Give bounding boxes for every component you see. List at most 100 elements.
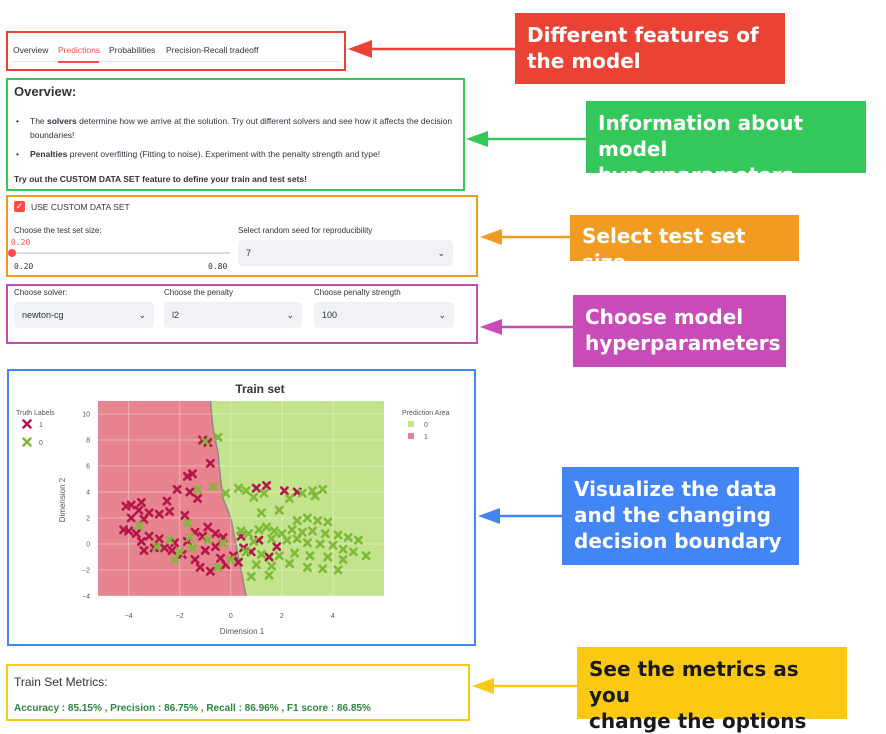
solver-select[interactable]: newton-cg ⌄ xyxy=(14,302,154,328)
x-tick-label: 0 xyxy=(229,613,233,620)
data-point-class-0 xyxy=(305,551,315,561)
x-tick-label: 4 xyxy=(331,613,335,620)
penalty-select-value: l2 xyxy=(172,310,180,320)
test-size-slider-thumb[interactable] xyxy=(8,249,16,257)
tabs-divider xyxy=(12,61,340,62)
data-point-class-1 xyxy=(262,481,272,490)
data-point-class-0 xyxy=(323,552,333,562)
x-marker-stroke xyxy=(218,538,228,548)
x-marker-stroke xyxy=(251,560,261,570)
data-point-class-1 xyxy=(131,529,141,539)
x-marker-stroke xyxy=(185,487,195,497)
strength-select-value: 100 xyxy=(322,310,338,320)
x-marker-stroke xyxy=(315,539,325,549)
seed-select-value: 7 xyxy=(246,248,252,258)
data-point-class-0 xyxy=(315,539,325,549)
x-tick-label: −4 xyxy=(125,613,133,620)
custom-data-checkbox-label[interactable]: USE CUSTOM DATA SET xyxy=(31,202,130,212)
x-marker-stroke xyxy=(320,529,330,539)
x-marker-stroke xyxy=(305,551,315,561)
data-point-class-0 xyxy=(165,535,174,545)
data-point-class-0 xyxy=(182,518,192,528)
x-marker-stroke xyxy=(170,555,180,565)
x-marker-stroke xyxy=(323,552,333,562)
x-marker-stroke xyxy=(264,570,274,580)
x-marker-stroke xyxy=(203,535,213,545)
x-marker-stroke xyxy=(208,482,218,492)
data-point-class-1 xyxy=(233,557,243,567)
data-point-class-0 xyxy=(134,521,144,531)
data-point-class-0 xyxy=(256,508,266,518)
data-point-class-0 xyxy=(213,562,223,572)
data-point-class-1 xyxy=(279,486,289,496)
data-point-class-1 xyxy=(182,471,192,481)
chevron-down-icon: ⌄ xyxy=(438,309,446,320)
data-point-class-0 xyxy=(285,494,295,503)
x-marker-stroke xyxy=(193,484,203,494)
legend-right-swatch-1 xyxy=(408,433,414,439)
x-marker-stroke xyxy=(180,510,190,520)
test-size-slider-track[interactable] xyxy=(8,249,230,257)
x-marker-stroke xyxy=(333,530,343,540)
data-point-class-0 xyxy=(203,535,213,545)
tab-precision-recall[interactable]: Precision-Recall tradeoff xyxy=(166,45,259,55)
x-marker-stroke xyxy=(249,536,259,546)
x-marker-stroke xyxy=(259,488,269,498)
x-marker-stroke xyxy=(244,529,254,539)
test-size-frame xyxy=(6,195,478,277)
x-marker-stroke xyxy=(159,543,169,553)
data-point-class-0 xyxy=(244,529,254,539)
x-marker-stroke xyxy=(198,531,208,541)
x-marker-stroke xyxy=(272,542,282,552)
test-size-label: Choose the test set size: xyxy=(14,226,102,235)
data-point-class-0 xyxy=(221,488,231,498)
x-marker-stroke xyxy=(144,531,154,541)
penalty-select[interactable]: l2 ⌄ xyxy=(164,302,302,328)
data-point-class-1 xyxy=(124,526,134,536)
data-point-class-0 xyxy=(193,484,203,494)
x-marker-stroke xyxy=(323,517,333,527)
tab-probabilities[interactable]: Probabilities xyxy=(109,45,156,55)
data-point-class-0 xyxy=(318,484,328,494)
data-point-class-0 xyxy=(269,526,279,536)
data-point-class-1 xyxy=(190,555,200,565)
x-marker-stroke xyxy=(213,432,223,442)
x-marker-stroke xyxy=(285,559,295,568)
x-marker-stroke xyxy=(124,526,134,536)
legend-right-title: Prediction Area xyxy=(402,410,450,417)
x-marker-stroke xyxy=(348,547,358,557)
x-marker-stroke xyxy=(262,522,272,532)
data-point-class-0 xyxy=(361,551,371,561)
chevron-down-icon: ⌄ xyxy=(286,309,294,320)
x-marker-stroke xyxy=(165,535,174,545)
data-point-class-0 xyxy=(267,561,277,571)
x-marker-stroke xyxy=(307,526,318,536)
x-marker-stroke xyxy=(302,538,312,548)
legend-right-swatch-0 xyxy=(408,421,414,427)
data-point-class-0 xyxy=(274,505,284,515)
data-point-class-0 xyxy=(259,488,269,498)
data-point-class-1 xyxy=(203,522,213,532)
metrics-frame xyxy=(6,664,470,721)
arrow-overview xyxy=(466,131,586,147)
slider-max-label: 0.80 xyxy=(208,262,228,271)
y-tick-label: 10 xyxy=(82,412,90,419)
strength-select[interactable]: 100 ⌄ xyxy=(314,302,454,328)
legend-left-item-0: 0 xyxy=(39,440,43,447)
x-marker-stroke xyxy=(274,551,284,561)
custom-data-checkbox[interactable]: ✓ xyxy=(14,201,25,212)
data-point-class-0 xyxy=(338,555,348,565)
tab-overview[interactable]: Overview xyxy=(13,45,49,55)
x-marker-stroke xyxy=(353,535,363,545)
x-tick-label: −2 xyxy=(176,613,184,620)
x-marker-stroke xyxy=(254,535,264,545)
x-marker-stroke xyxy=(167,546,177,555)
x-marker-stroke xyxy=(338,544,348,554)
seed-select[interactable]: 7 ⌄ xyxy=(238,240,453,266)
data-point-class-1 xyxy=(154,509,164,519)
data-point-class-0 xyxy=(262,522,272,532)
tab-predictions[interactable]: Predictions xyxy=(58,45,101,55)
x-marker-stroke xyxy=(152,542,162,552)
x-marker-stroke xyxy=(333,565,343,575)
